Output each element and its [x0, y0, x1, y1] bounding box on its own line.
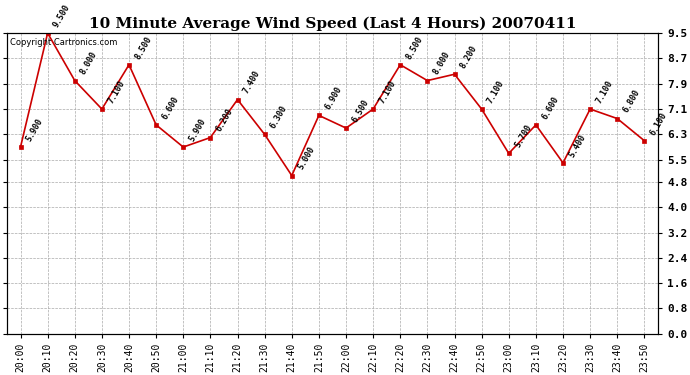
- Text: 8.000: 8.000: [79, 50, 99, 76]
- Text: 6.900: 6.900: [323, 85, 344, 111]
- Title: 10 Minute Average Wind Speed (Last 4 Hours) 20070411: 10 Minute Average Wind Speed (Last 4 Hou…: [89, 16, 576, 30]
- Text: 8.200: 8.200: [459, 44, 479, 70]
- Text: 5.000: 5.000: [296, 145, 316, 171]
- Text: 7.100: 7.100: [594, 79, 615, 105]
- Text: 9.500: 9.500: [52, 3, 72, 29]
- Text: 7.400: 7.400: [241, 69, 262, 95]
- Text: Copyright Cartronics.com: Copyright Cartronics.com: [10, 38, 117, 46]
- Text: 7.100: 7.100: [377, 79, 397, 105]
- Text: 6.800: 6.800: [622, 88, 642, 114]
- Text: 8.500: 8.500: [404, 34, 425, 61]
- Text: 6.500: 6.500: [350, 98, 371, 124]
- Text: 8.000: 8.000: [431, 50, 452, 76]
- Text: 5.900: 5.900: [25, 117, 45, 143]
- Text: 5.700: 5.700: [513, 123, 533, 149]
- Text: 6.600: 6.600: [540, 94, 560, 121]
- Text: 5.400: 5.400: [567, 133, 587, 159]
- Text: 7.100: 7.100: [106, 79, 126, 105]
- Text: 6.100: 6.100: [649, 110, 669, 136]
- Text: 6.200: 6.200: [215, 107, 235, 134]
- Text: 6.600: 6.600: [160, 94, 181, 121]
- Text: 8.500: 8.500: [133, 34, 153, 61]
- Text: 5.900: 5.900: [188, 117, 208, 143]
- Text: 6.300: 6.300: [269, 104, 289, 130]
- Text: 7.100: 7.100: [486, 79, 506, 105]
